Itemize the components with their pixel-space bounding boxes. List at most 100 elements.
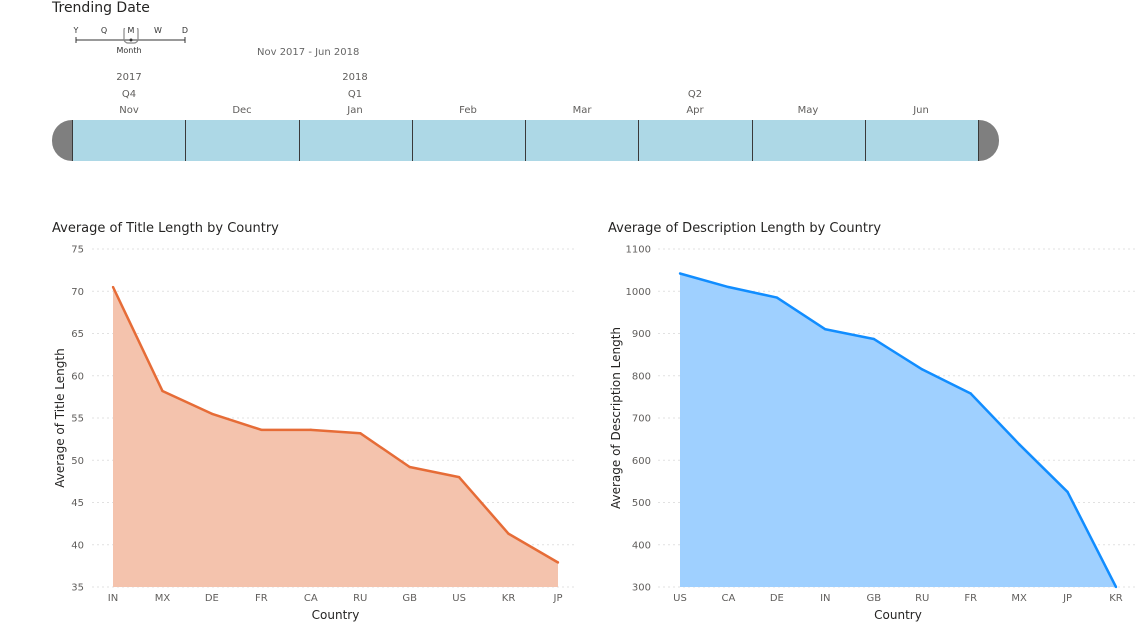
timeline-cell-mar[interactable]: [526, 120, 640, 161]
data-point: [1114, 585, 1118, 589]
x-tick-label: GB: [402, 593, 417, 604]
x-tick-label: KR: [1109, 593, 1123, 604]
timeline-year-label: 2018: [342, 72, 368, 83]
date-range-label: Nov 2017 - Jun 2018: [257, 47, 360, 58]
data-point: [210, 412, 214, 415]
slicer-title: Trending Date: [52, 0, 150, 16]
timeline-month-label: Dec: [232, 105, 252, 116]
data-point: [678, 272, 682, 275]
data-point: [457, 475, 461, 479]
x-tick-label: FR: [255, 593, 268, 604]
y-tick-label: 70: [71, 287, 84, 298]
data-point: [309, 428, 312, 432]
y-axis-title: Average of Title Length: [53, 348, 67, 487]
data-point: [161, 389, 164, 393]
y-tick-label: 900: [632, 329, 651, 340]
data-point: [872, 337, 875, 341]
y-tick-label: 400: [632, 540, 651, 551]
data-point: [260, 428, 263, 432]
x-tick-label: MX: [155, 593, 171, 604]
data-point: [727, 285, 730, 289]
x-tick-label: KR: [502, 593, 516, 604]
series-line: [111, 286, 559, 564]
y-tick-label: 700: [632, 414, 651, 425]
timeline-header: 2017 2018 Q4 Q1 Q2 Nov Dec Jan Feb Mar A…: [0, 0, 1140, 120]
y-tick-label: 600: [632, 456, 651, 467]
y-tick-label: 60: [71, 371, 84, 382]
data-point: [1066, 490, 1069, 494]
y-tick-label: 500: [632, 498, 651, 509]
granularity-track: [75, 28, 186, 44]
timeline-cell-jun[interactable]: [866, 120, 979, 161]
timeline-cell-apr[interactable]: [639, 120, 753, 161]
data-point: [824, 328, 827, 331]
timeline-cell-may[interactable]: [753, 120, 866, 161]
title-length-chart-title: Average of Title Length by Country: [52, 221, 279, 236]
area-fill: [113, 287, 558, 587]
timeline-bar[interactable]: [52, 120, 999, 161]
timeline-cell-feb[interactable]: [413, 120, 526, 161]
granularity-thumb[interactable]: [123, 28, 139, 44]
timeline-quarter-label: Q4: [121, 89, 137, 100]
x-tick-label: IN: [820, 593, 830, 604]
granularity-option-month[interactable]: M: [127, 26, 135, 35]
description-length-chart: 300 400 500 600 700 800 900 1000 1100 US CA DE IN GB R…: [609, 245, 1136, 622]
granularity-option-quarter[interactable]: Q: [100, 26, 108, 35]
timeline-month-label: Jan: [347, 105, 363, 116]
data-point: [1017, 442, 1021, 446]
y-tick-label: 75: [71, 245, 84, 256]
x-tick-label: CA: [304, 593, 318, 604]
y-tick-label: 55: [71, 414, 84, 425]
x-tick-label: CA: [722, 593, 736, 604]
data-point: [969, 392, 972, 395]
x-axis-title: Country: [874, 608, 922, 622]
series-line: [679, 272, 1118, 588]
timeline-month-label: Mar: [572, 105, 592, 116]
timeline-month-label: Feb: [459, 105, 477, 116]
y-tick-label: 50: [71, 456, 84, 467]
timeline-month-label: Apr: [686, 105, 704, 116]
granularity-option-week[interactable]: W: [154, 26, 162, 35]
timeline-cell-jan[interactable]: [300, 120, 413, 161]
timeline-month-label: Nov: [119, 105, 139, 116]
timeline-quarter-label: Q1: [347, 89, 363, 100]
data-point: [507, 532, 510, 535]
data-point: [921, 368, 924, 371]
x-tick-label: US: [452, 593, 466, 604]
granularity-option-day[interactable]: D: [181, 26, 189, 35]
x-tick-label: FR: [964, 593, 977, 604]
data-point: [359, 432, 362, 435]
y-tick-label: 1100: [626, 245, 651, 256]
y-tick-label: 300: [632, 583, 651, 594]
x-tick-label: RU: [353, 593, 367, 604]
granularity-selected-label: Month: [116, 46, 142, 55]
y-tick-label: 65: [71, 329, 84, 340]
granularity-option-year[interactable]: Y: [73, 26, 79, 35]
data-point: [111, 285, 115, 289]
description-length-chart-title: Average of Description Length by Country: [608, 221, 882, 236]
y-axis-title: Average of Description Length: [609, 327, 623, 509]
y-tick-label: 800: [632, 371, 651, 382]
x-tick-label: JP: [1062, 593, 1072, 604]
timeline-cell-nov[interactable]: [72, 120, 187, 161]
x-axis-title: Country: [312, 608, 360, 622]
timeline-year-label: 2017: [116, 72, 142, 83]
x-tick-label: GB: [866, 593, 881, 604]
x-tick-label: US: [673, 593, 687, 604]
data-point: [556, 561, 560, 564]
y-tick-label: 40: [71, 540, 84, 551]
x-tick-label: DE: [205, 593, 219, 604]
x-tick-label: JP: [553, 593, 563, 604]
x-tick-label: IN: [108, 593, 118, 604]
title-length-chart: 35 40 45 50 55 60 65 70 75 IN MX DE FR CA RU GB US KR JP Co…: [53, 245, 576, 622]
granularity-selector[interactable]: Y Q M W D Month: [70, 24, 194, 60]
timeline-month-label: May: [797, 105, 819, 116]
x-tick-label: MX: [1011, 593, 1027, 604]
area-fill: [680, 273, 1116, 587]
x-tick-label: DE: [770, 593, 784, 604]
y-tick-label: 35: [71, 583, 84, 594]
timeline-cells: [72, 120, 979, 161]
data-point: [408, 465, 411, 469]
timeline-cell-dec[interactable]: [186, 120, 300, 161]
timeline-quarter-label: Q2: [687, 89, 703, 100]
